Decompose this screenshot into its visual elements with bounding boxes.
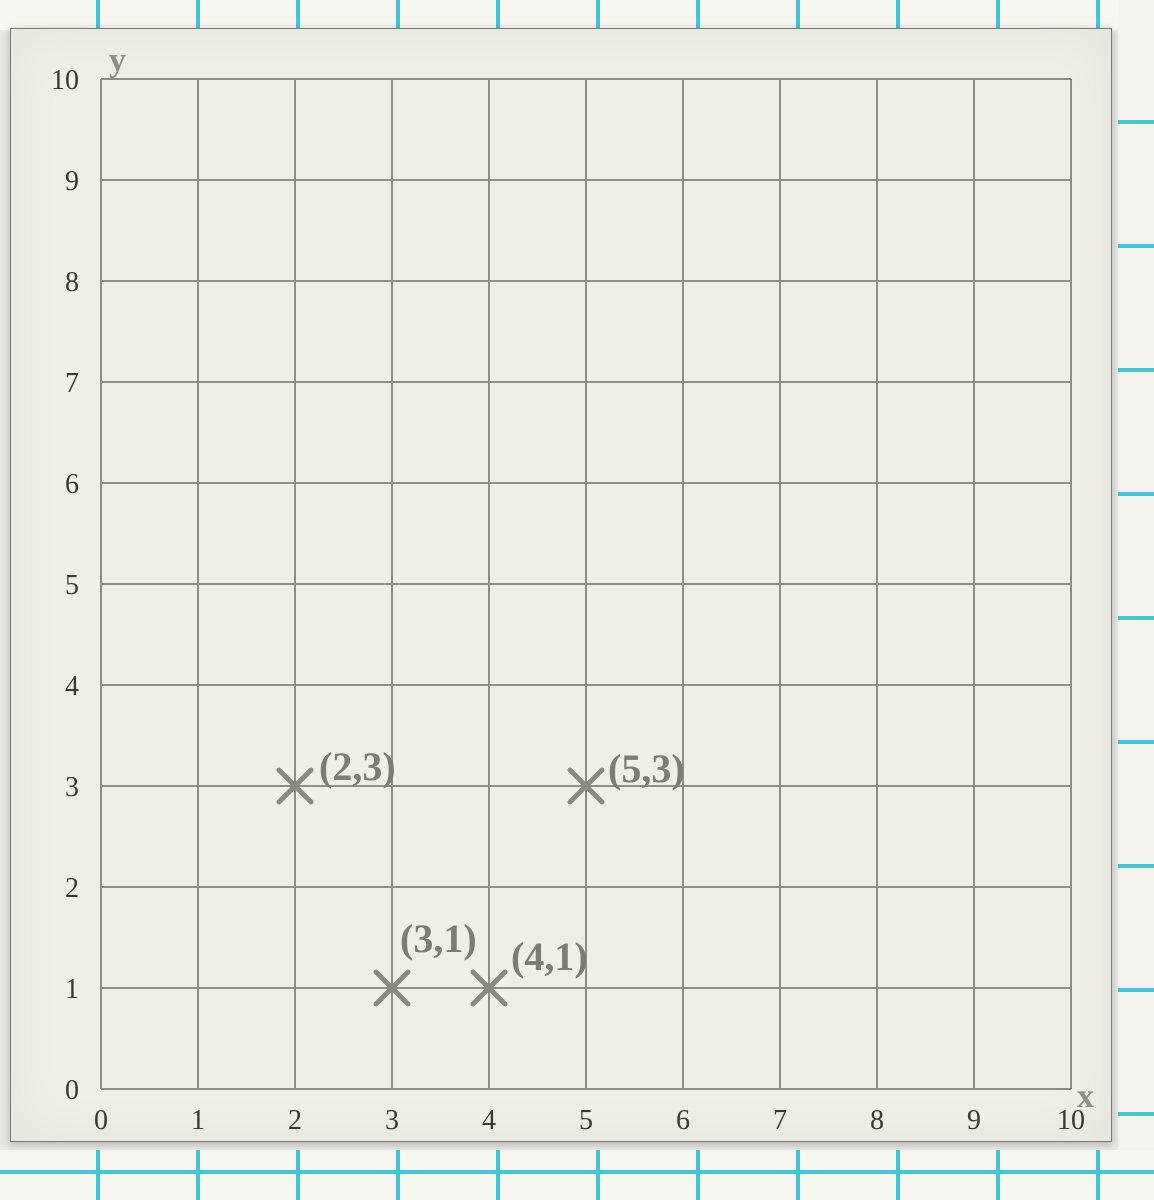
coordinate-grid-chart: 012345678910012345678910yx(2,3)(5,3)(3,1… (11, 29, 1111, 1143)
notebook-edge-top (0, 0, 1154, 30)
y-tick-label: 9 (65, 166, 79, 197)
x-tick-label: 4 (482, 1105, 496, 1136)
notebook-edge-right (1118, 0, 1154, 1200)
x-axis-letter: x (1077, 1078, 1094, 1115)
y-tick-label: 8 (65, 267, 79, 298)
x-tick-label: 2 (288, 1105, 302, 1136)
y-tick-label: 4 (65, 671, 79, 702)
x-tick-label: 7 (773, 1105, 787, 1136)
x-tick-label: 6 (676, 1105, 690, 1136)
x-tick-label: 1 (191, 1105, 205, 1136)
y-tick-label: 10 (51, 65, 79, 96)
y-tick-label: 0 (65, 1075, 79, 1106)
notebook-edge-bottom (0, 1150, 1154, 1200)
point-label: (5,3) (608, 746, 685, 791)
y-tick-label: 6 (65, 469, 79, 500)
y-tick-label: 2 (65, 873, 79, 904)
y-tick-label: 5 (65, 570, 79, 601)
x-tick-label: 3 (385, 1105, 399, 1136)
x-tick-label: 8 (870, 1105, 884, 1136)
worksheet-card: 012345678910012345678910yx(2,3)(5,3)(3,1… (10, 28, 1112, 1142)
y-tick-label: 7 (65, 368, 79, 399)
point-label: (2,3) (319, 744, 396, 789)
x-tick-label: 0 (94, 1105, 108, 1136)
y-tick-label: 3 (65, 772, 79, 803)
x-tick-label: 9 (967, 1105, 981, 1136)
point-label: (4,1) (511, 934, 588, 979)
y-tick-label: 1 (65, 974, 79, 1005)
y-axis-letter: y (109, 42, 126, 79)
point-label: (3,1) (400, 916, 477, 961)
x-tick-label: 5 (579, 1105, 593, 1136)
